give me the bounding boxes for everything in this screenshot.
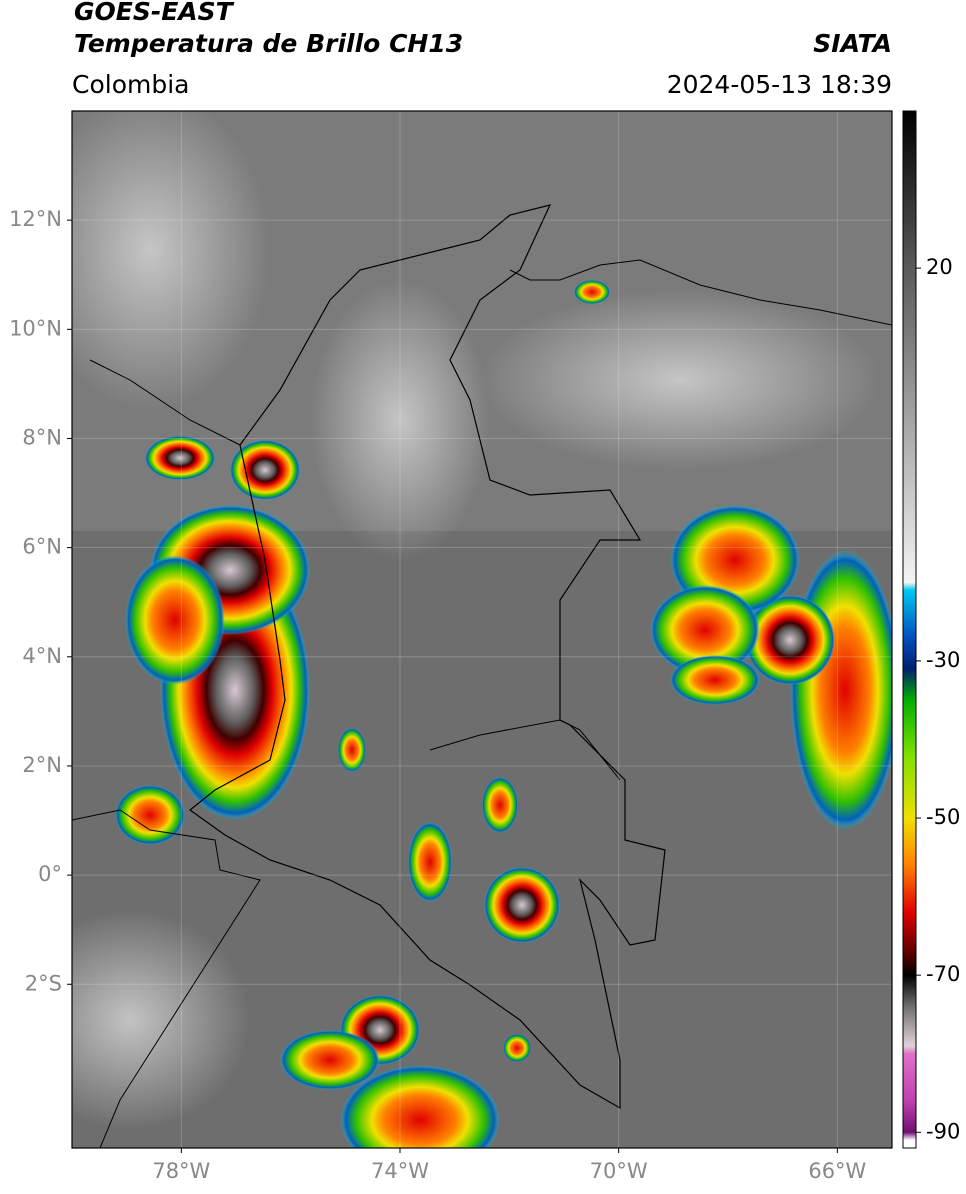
storm	[338, 728, 366, 772]
map-image	[72, 111, 892, 1148]
y-tick-label: 10°N	[9, 316, 62, 340]
coastline	[72, 809, 261, 1148]
storm	[790, 550, 892, 830]
colorbar-tick-label: -70	[926, 962, 960, 986]
storm	[650, 585, 760, 675]
y-tick-label: 2°S	[25, 971, 62, 995]
y-tick-label: 12°N	[9, 207, 62, 231]
colorbar	[902, 110, 917, 1149]
map-frame	[71, 110, 893, 1149]
colorbar-tick-label: -90	[926, 1119, 960, 1143]
product: Temperatura de Brillo CH13	[74, 29, 463, 58]
datetime: 2024-05-13 18:39	[667, 70, 892, 99]
storm	[115, 785, 185, 845]
colorbar-tick-label: -50	[926, 805, 960, 829]
cloud	[72, 111, 270, 410]
y-tick-label: 4°N	[22, 644, 62, 668]
region: Colombia	[72, 70, 189, 99]
border	[429, 719, 621, 781]
storm	[482, 777, 518, 833]
coastline	[509, 259, 892, 326]
source: SIATA	[813, 29, 892, 58]
x-tick-label: 66°W	[808, 1159, 866, 1183]
x-tick-label: 70°W	[590, 1159, 648, 1183]
cloud	[480, 290, 880, 470]
y-tick-label: 6°N	[22, 535, 62, 559]
x-tick-label: 74°W	[371, 1159, 429, 1183]
border	[189, 204, 666, 1110]
cloud	[310, 280, 490, 560]
cloud	[72, 910, 250, 1130]
storm	[574, 280, 610, 304]
storm	[408, 822, 452, 902]
border	[89, 359, 241, 446]
colorbar-tick-label: -30	[926, 648, 960, 672]
y-tick-label: 8°N	[22, 425, 62, 449]
storm	[280, 1030, 380, 1090]
y-tick-label: 2°N	[22, 753, 62, 777]
storm	[125, 555, 225, 685]
satellite: GOES-EAST	[74, 0, 235, 26]
y-tick-label: 0°	[38, 862, 62, 886]
storm	[670, 655, 760, 705]
storm	[484, 867, 560, 943]
graticule	[72, 111, 892, 1148]
storm	[230, 440, 300, 500]
colorbar-tick-label: 20	[926, 255, 953, 279]
storm	[145, 436, 215, 480]
storm	[745, 595, 835, 685]
x-tick-label: 78°W	[152, 1159, 210, 1183]
storm	[340, 1065, 500, 1148]
storm	[503, 1034, 531, 1062]
